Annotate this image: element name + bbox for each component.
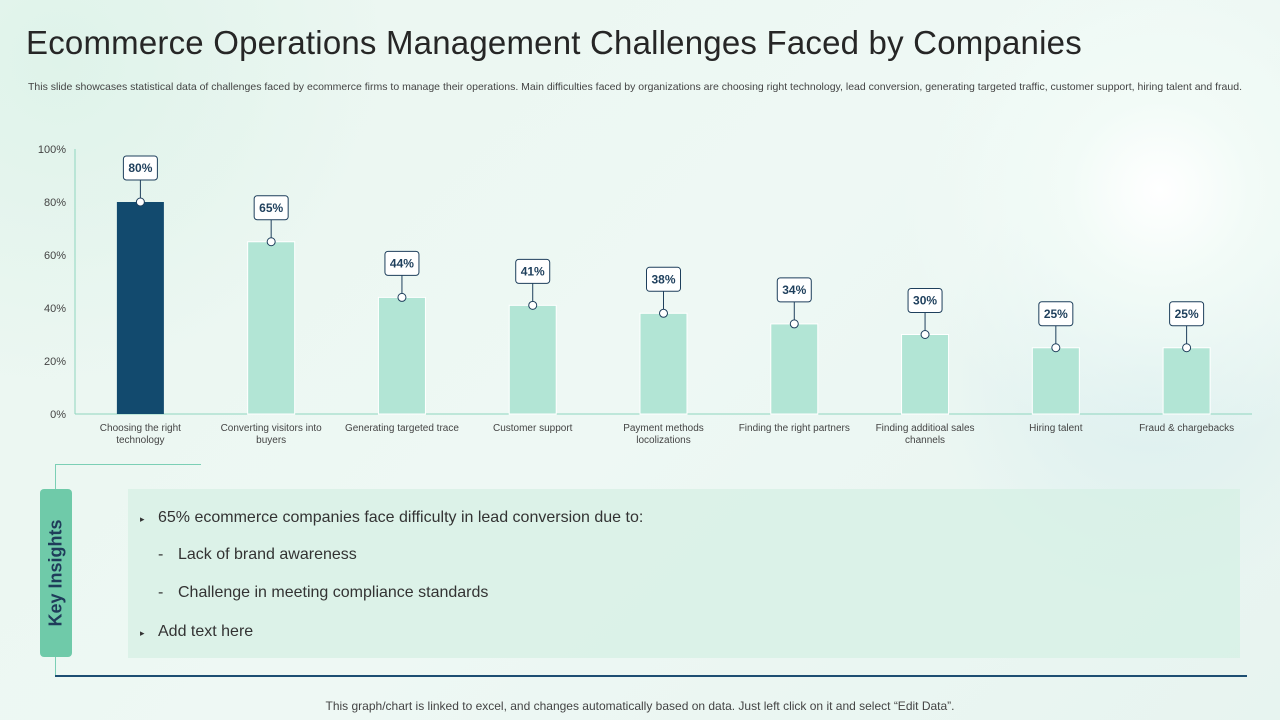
category-label: Finding the right partners [739, 423, 850, 434]
category-label-line: Converting visitors into [221, 423, 323, 434]
category-label-line: technology [116, 435, 164, 446]
bar-chart: 0% 20% 40% 60% 80% 100% 80% Choosing the right t… [38, 144, 1252, 446]
insight-bullet-2: ▸ Add text here [140, 623, 253, 641]
category-label-line: Generating targeted trace [345, 423, 459, 434]
data-label: 25% [1175, 307, 1199, 321]
callout-dot [789, 319, 799, 329]
category-label: Customer support [493, 423, 573, 434]
data-label: 80% [128, 161, 152, 175]
callout-box [907, 288, 943, 313]
y-tick-label: 100% [38, 144, 66, 156]
category-label-line: locolizations [636, 435, 690, 446]
category-label: Generating targeted trace [345, 423, 459, 434]
callout-box [776, 277, 812, 303]
insight-text: Challenge in meeting compliance standard… [178, 584, 489, 601]
category-label-line: buyers [256, 435, 286, 446]
sub-marker: - [158, 584, 164, 601]
y-tick-label: 20% [44, 356, 66, 368]
bullet-marker-icon: ▸ [140, 514, 145, 524]
callout-box [122, 155, 158, 181]
callout-box [253, 195, 289, 221]
insight-text: Add text here [158, 623, 254, 640]
data-label: 38% [651, 272, 675, 286]
data-label: 65% [259, 201, 283, 215]
category-label: Hiring talent [1029, 423, 1083, 434]
data-label: 25% [1044, 307, 1068, 321]
callout-dot [135, 197, 145, 207]
bar [1162, 347, 1211, 415]
page-title: Ecommerce Operations Management Challeng… [26, 24, 1082, 61]
bar [901, 334, 950, 415]
category-label: Finding additioal sales channels [876, 423, 975, 446]
callout-box [646, 266, 681, 292]
y-tick-label: 0% [50, 409, 66, 421]
insight-bullet-1: ▸ 65% ecommerce companies face difficulty… [140, 509, 643, 527]
insight-sub-2: - Challenge in meeting compliance standar… [158, 584, 488, 602]
y-tick-label: 60% [44, 250, 66, 262]
callout-dot [659, 308, 668, 318]
bar [770, 323, 819, 415]
bullet-marker-icon: ▸ [140, 628, 145, 638]
data-label: 34% [782, 283, 806, 297]
category-label-line: Payment methods [623, 423, 704, 434]
data-label: 41% [521, 264, 545, 278]
data-label: 30% [913, 294, 937, 308]
callout-dot [1182, 343, 1192, 353]
category-label-line: Finding the right partners [739, 423, 850, 434]
key-insights-panel: ▸ 65% ecommerce companies face difficulty… [128, 489, 1240, 658]
category-label: Converting visitors into buyers [221, 423, 323, 446]
callout-dot [1051, 343, 1061, 353]
y-tick-label: 40% [44, 303, 66, 315]
category-label: Payment methods locolizations [623, 423, 704, 446]
callout-dot [397, 292, 407, 302]
sub-marker: - [158, 546, 164, 563]
key-insights-tab: Key Insights [40, 489, 72, 657]
category-label-line: channels [905, 435, 945, 446]
callout-dot [266, 237, 276, 247]
footer-note: This graph/chart is linked to excel, and… [325, 699, 955, 713]
page-subtitle: This slide showcases statistical data of… [28, 81, 1242, 93]
decorative-line-bottom [55, 675, 1247, 677]
callout-dot [528, 300, 538, 310]
bar [639, 312, 688, 415]
insight-sub-1: - Lack of brand awareness [158, 546, 357, 564]
category-label-line: Hiring talent [1029, 423, 1083, 434]
insight-text: 65% ecommerce companies face difficulty … [158, 509, 644, 526]
data-label: 44% [390, 256, 414, 270]
bar [508, 304, 557, 415]
category-label-line: Finding additioal sales [876, 423, 975, 434]
bar [247, 241, 296, 415]
category-label: Choosing the right technology [100, 423, 181, 446]
callout-box [384, 250, 420, 276]
y-tick-label: 80% [44, 197, 66, 209]
category-label: Fraud & chargebacks [1139, 423, 1234, 434]
category-label-line: Fraud & chargebacks [1139, 423, 1234, 434]
insight-text: Lack of brand awareness [178, 546, 357, 563]
decorative-line-top [55, 464, 201, 465]
callout-box [1038, 301, 1074, 327]
callout-box [1169, 301, 1205, 327]
category-label-line: Customer support [493, 423, 573, 434]
bar [116, 202, 164, 414]
callout-dot [920, 330, 930, 339]
bar [1031, 347, 1080, 415]
category-label-line: Choosing the right [100, 423, 181, 434]
callout-box [515, 258, 551, 284]
bar [377, 296, 426, 415]
key-insights-label: Key Insights [45, 519, 66, 627]
